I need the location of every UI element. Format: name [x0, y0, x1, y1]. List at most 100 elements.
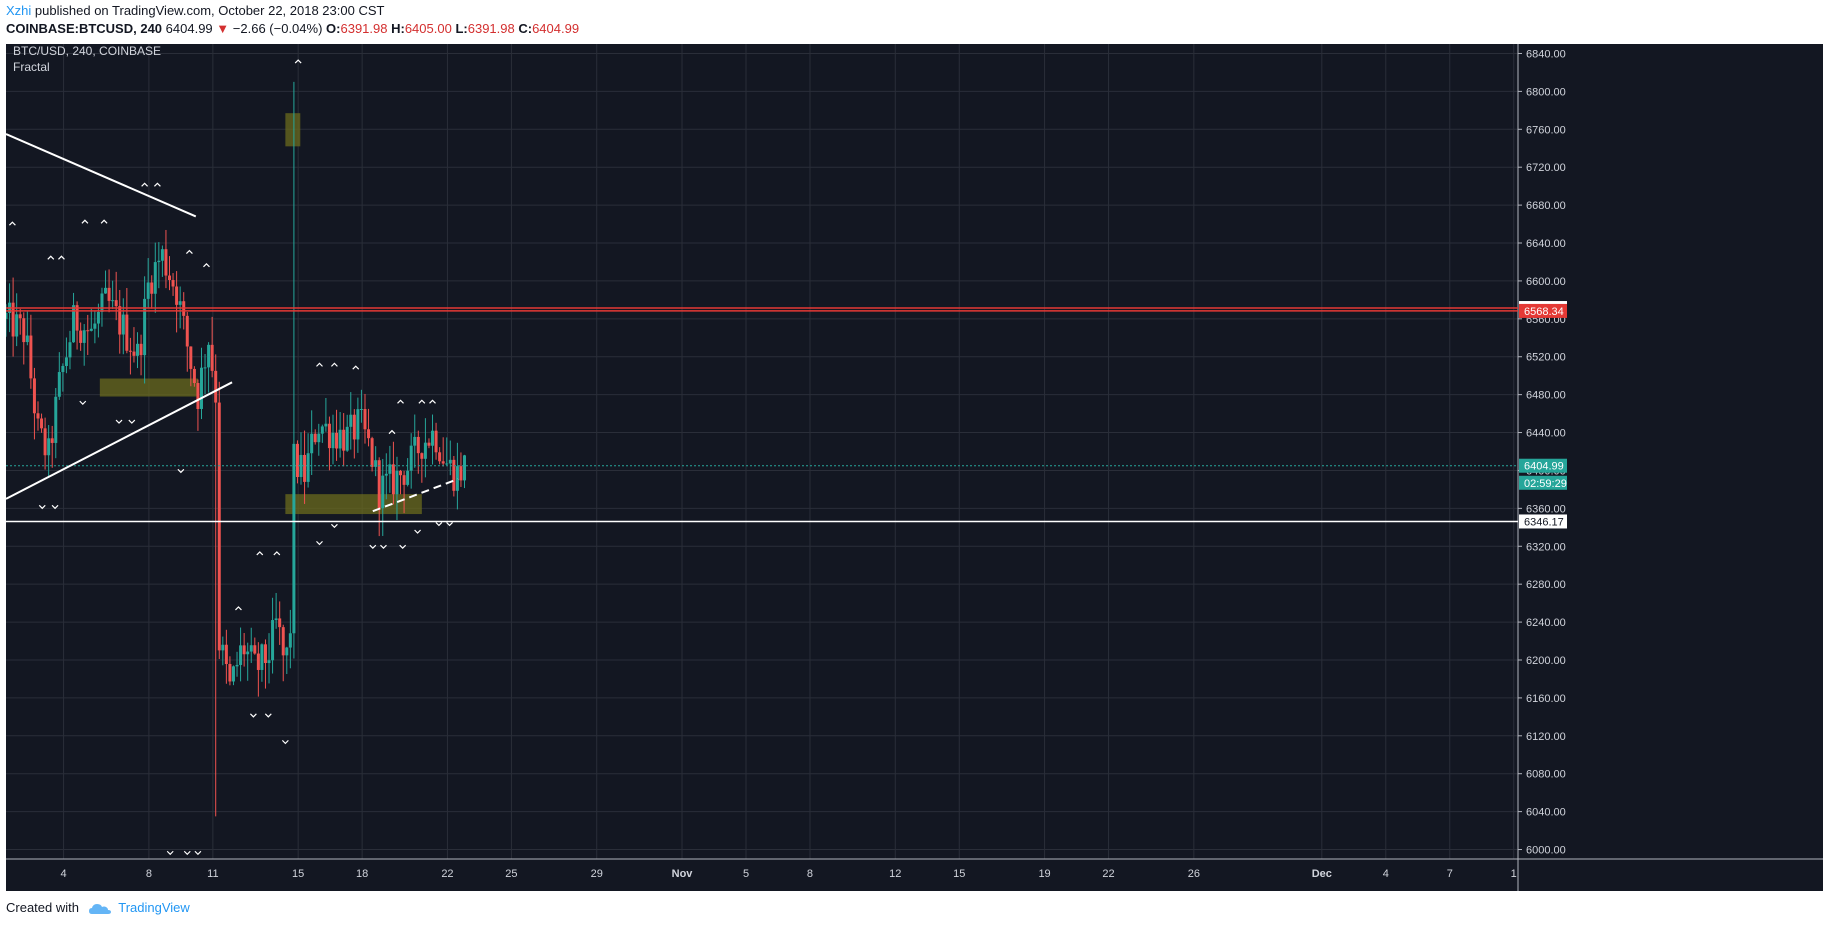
candle-body: [260, 644, 264, 670]
price-label-bg: [1519, 458, 1567, 473]
candle-body: [79, 330, 83, 343]
candle-body: [210, 344, 214, 371]
candle-body: [107, 287, 111, 301]
candle-body: [381, 475, 385, 509]
candle-body: [22, 318, 26, 343]
fractal-down-icon: [128, 419, 136, 424]
trend-line: [6, 381, 233, 500]
low-label: L:: [455, 21, 468, 36]
open-value: 6391.98: [340, 21, 388, 36]
y-tick-label: 6600.00: [1526, 276, 1566, 288]
fractal-down-icon: [316, 540, 323, 546]
y-tick-label: 6080.00: [1526, 769, 1566, 781]
candle-body: [306, 453, 310, 482]
fractal-up-icon: [294, 59, 302, 64]
author-link[interactable]: Xzhi: [6, 3, 32, 18]
candle-body: [459, 466, 463, 481]
candle-body: [384, 473, 388, 476]
candle-body: [114, 300, 118, 307]
candle-body: [249, 645, 253, 652]
y-tick-label: 6440.00: [1526, 428, 1566, 440]
candle-body: [171, 280, 175, 287]
trend-line: [6, 133, 197, 218]
x-tick-label: 25: [505, 868, 517, 880]
high-value: 6405.00: [404, 21, 452, 36]
price-chart[interactable]: 6840.00 6800.00 6760.00 6720.00 6680.00 6640.…: [6, 44, 1823, 891]
tradingview-cloud-icon: [88, 903, 111, 914]
candle-body: [164, 249, 168, 276]
x-tick-label: 8: [146, 868, 152, 880]
candle-body: [189, 346, 193, 369]
candle-body: [402, 475, 406, 485]
price-label: 6568.34: [1524, 306, 1564, 318]
y-tick-label: 6040.00: [1526, 807, 1566, 819]
indicator-label: Fractal: [13, 60, 50, 74]
fractal-down-icon: [177, 468, 185, 474]
fractal-down-icon: [435, 521, 443, 527]
price-label: 6404.99: [1524, 461, 1564, 473]
fractal-down-icon: [166, 850, 174, 856]
candle-body: [256, 653, 260, 670]
y-tick-label: 6160.00: [1526, 693, 1566, 705]
candle-body: [367, 429, 371, 439]
price-change: −2.66 (−0.04%): [232, 21, 323, 36]
candle-body: [303, 454, 307, 482]
x-tick-label: 7: [1447, 868, 1453, 880]
candle-body: [310, 433, 314, 454]
fractal-up-icon: [203, 263, 210, 268]
fractal-down-icon: [115, 419, 123, 424]
candle-body: [239, 645, 243, 665]
candle-body: [423, 442, 427, 459]
candle-body: [40, 418, 44, 429]
candle-body: [89, 328, 93, 331]
candle-body: [68, 342, 72, 358]
candle-body: [463, 455, 467, 481]
candle-body: [274, 618, 278, 621]
candle-body: [359, 408, 363, 410]
candle-body: [356, 409, 360, 440]
candle-body: [448, 459, 452, 464]
candle-body: [427, 442, 431, 446]
candle-body: [150, 282, 154, 294]
candle-body: [335, 432, 339, 449]
candle-body: [100, 293, 104, 312]
chart-container[interactable]: 6840.00 6800.00 6760.00 6720.00 6680.00 6640.…: [6, 44, 1823, 891]
candle-body: [441, 461, 445, 464]
tradingview-link[interactable]: TradingView: [118, 900, 190, 915]
candle-body: [157, 260, 161, 263]
highlight-zone: [99, 378, 198, 397]
candle-body: [143, 298, 147, 356]
candle-body: [377, 460, 381, 509]
candle-body: [175, 286, 179, 305]
candle-body: [242, 645, 246, 655]
x-tick-label: 29: [591, 868, 603, 880]
publish-info: Xzhi published on TradingView.com, Octob…: [6, 3, 384, 21]
x-tick-label: 4: [61, 868, 67, 880]
symbol-label: COINBASE:BTCUSD, 240: [6, 21, 163, 36]
fractal-down-icon: [414, 529, 422, 534]
candle-body: [434, 430, 438, 453]
fractal-down-icon: [330, 523, 338, 529]
candle-body: [199, 367, 203, 409]
price-label-bg: [1519, 514, 1567, 529]
candle-body: [413, 436, 417, 446]
candle-body: [32, 378, 36, 414]
candle-body: [224, 644, 228, 665]
close-label: C:: [518, 21, 533, 36]
fractal-up-icon: [397, 399, 404, 404]
candle-body: [47, 438, 51, 456]
candle-body: [93, 323, 97, 329]
candle-body: [96, 311, 100, 324]
candle-body: [292, 443, 296, 634]
x-tick-label: 18: [356, 868, 368, 880]
fractal-up-icon: [256, 551, 264, 556]
candle-body: [54, 396, 58, 443]
candle-body: [214, 370, 218, 403]
x-tick-label: 26: [1188, 868, 1200, 880]
chart-title: BTC/USD, 240, COINBASE: [13, 44, 161, 58]
candle-body: [207, 344, 211, 368]
x-tick-label: 19: [1038, 868, 1050, 880]
candle-body: [86, 330, 90, 332]
candle-body: [285, 647, 289, 656]
fractal-up-icon: [429, 399, 436, 404]
